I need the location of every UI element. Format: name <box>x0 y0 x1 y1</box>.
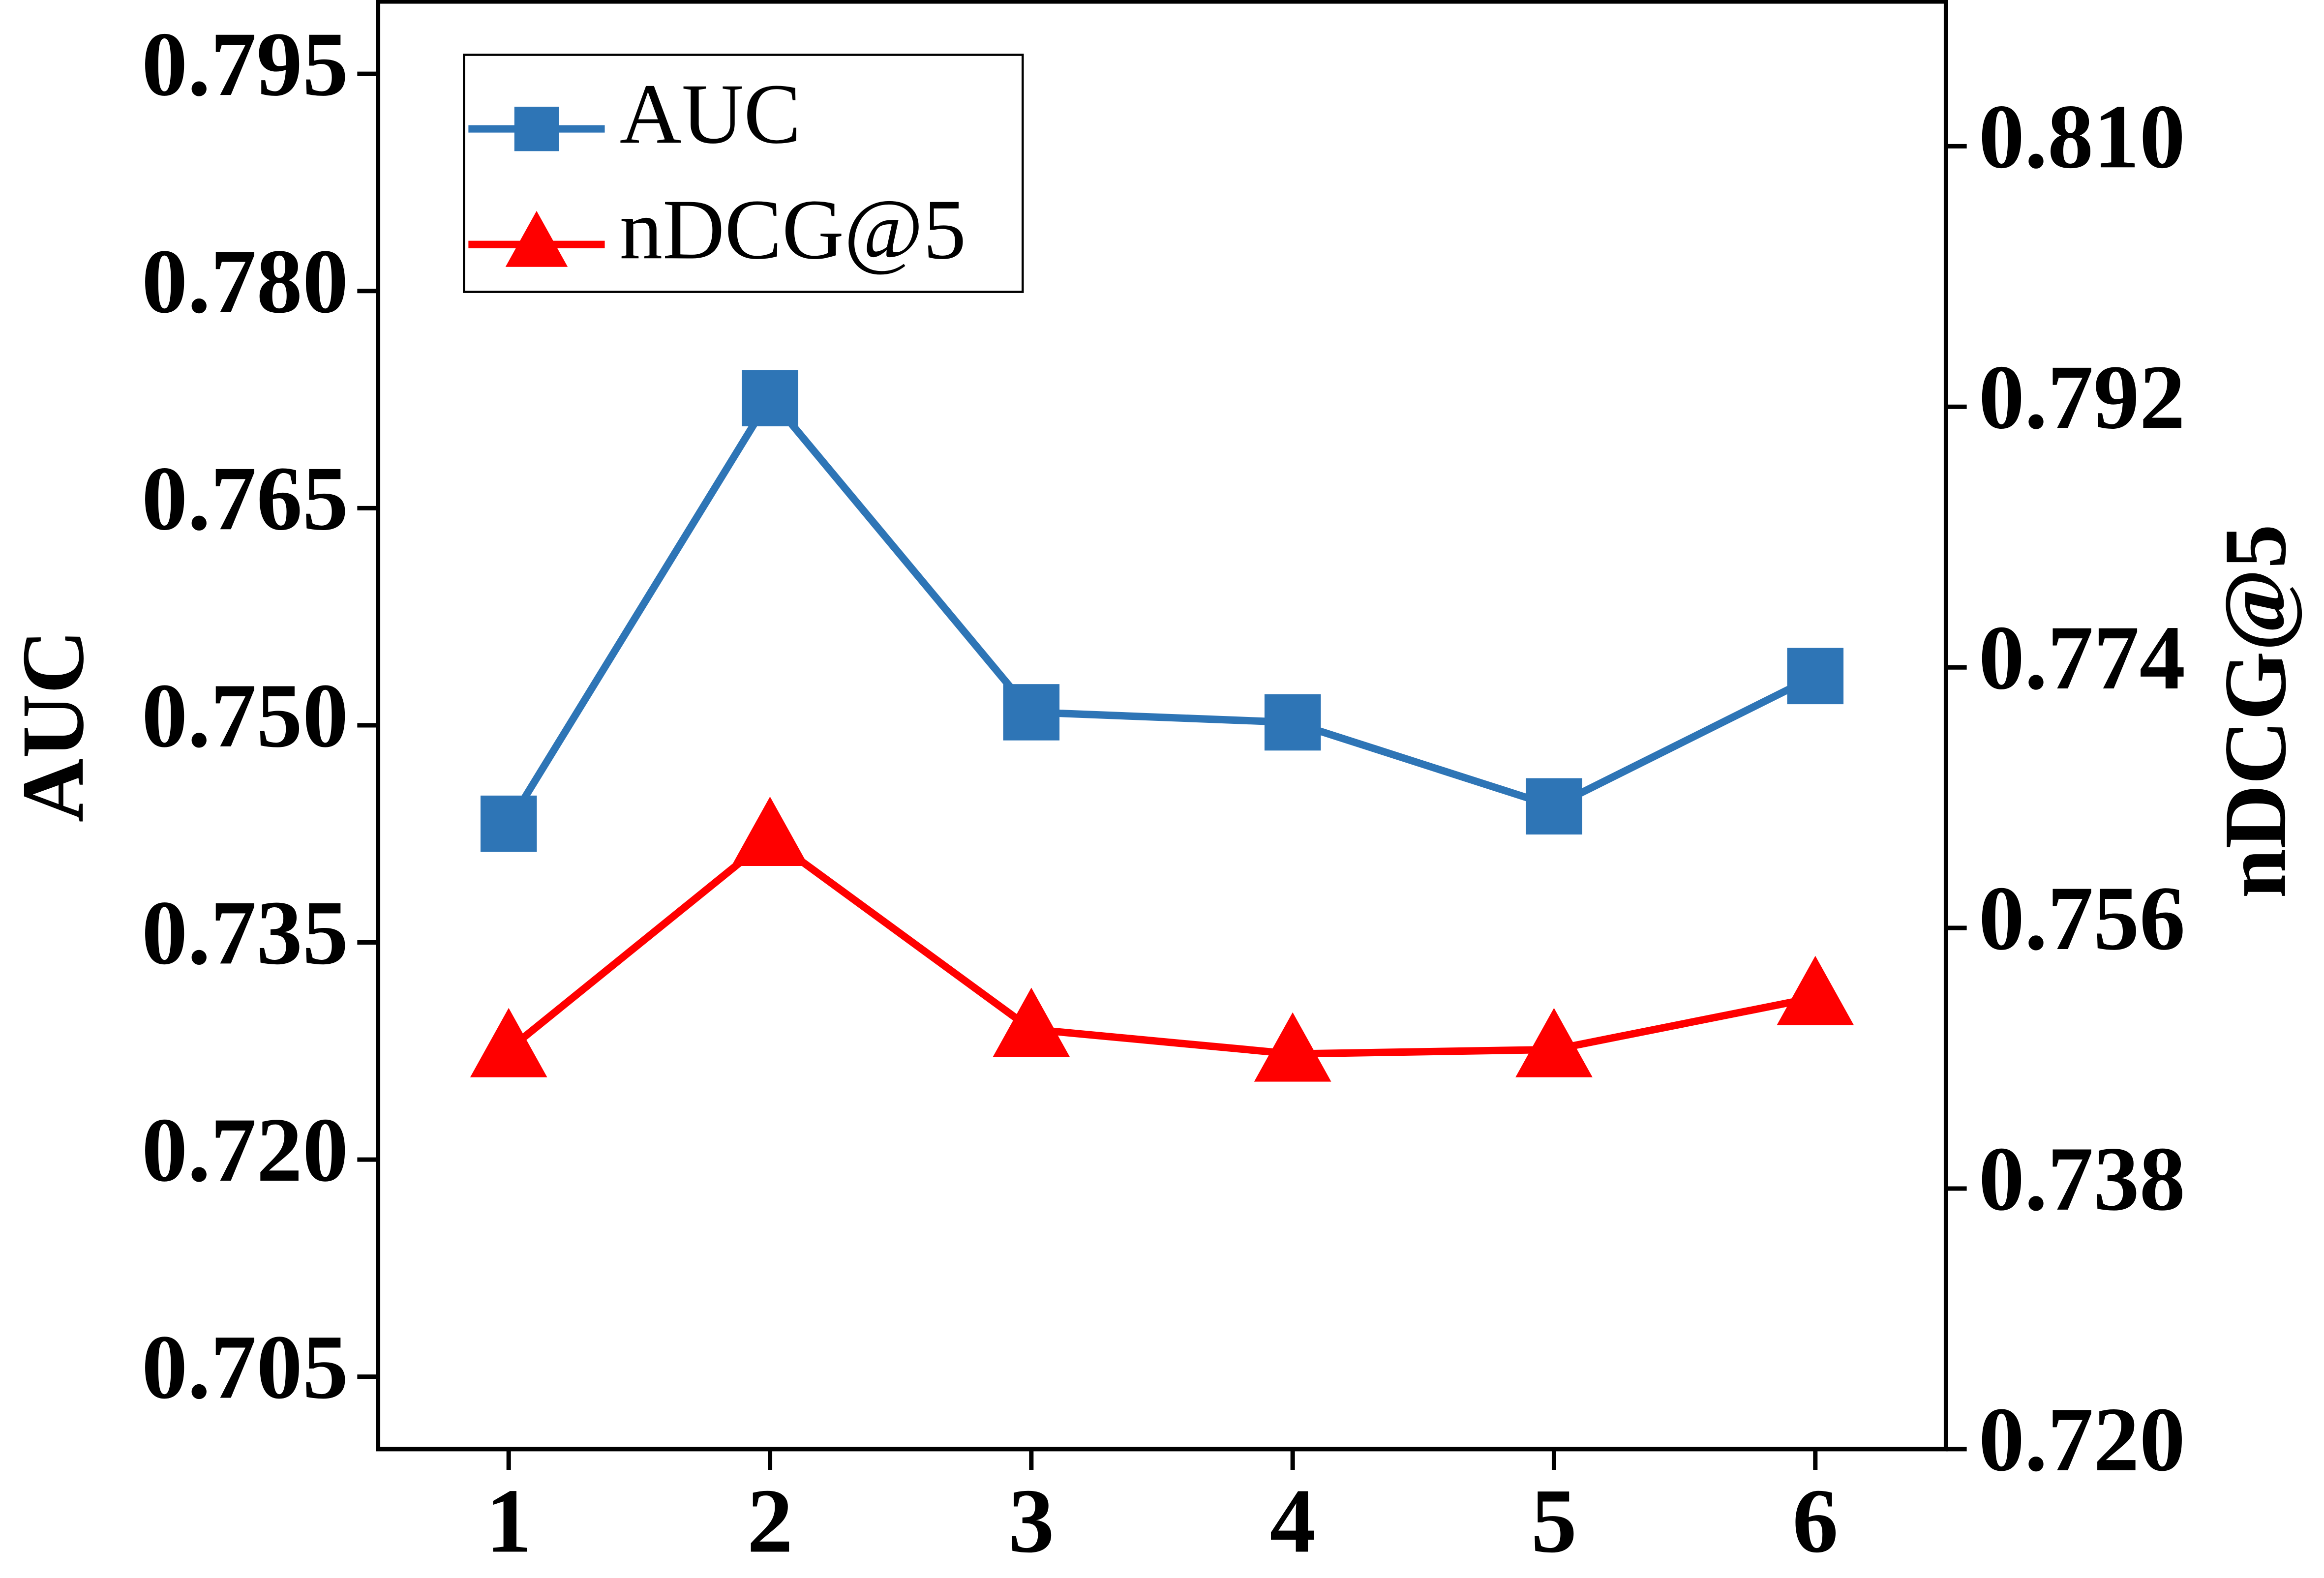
series-line <box>506 834 1816 1058</box>
data-point <box>731 796 809 866</box>
x-tick-label: 4 <box>1269 1470 1315 1572</box>
data-point <box>1003 684 1060 741</box>
y-tick-label: 0.735 <box>142 882 348 983</box>
data-point <box>480 795 537 852</box>
x-tick-label: 3 <box>1008 1470 1054 1572</box>
data-point <box>1526 778 1582 835</box>
data-point <box>1254 1012 1331 1082</box>
x-tick-label: 5 <box>1531 1470 1577 1572</box>
data-point <box>1264 694 1321 751</box>
legend-label: AUC <box>620 66 801 161</box>
y-tick-label: 0.795 <box>142 14 348 115</box>
y2-tick-label: 0.756 <box>1979 868 2185 969</box>
data-point <box>1777 955 1854 1025</box>
y-tick-label: 0.750 <box>142 665 348 767</box>
y-tick-label: 0.720 <box>142 1100 348 1201</box>
legend-label: nDCG@5 <box>620 181 966 277</box>
data-point <box>742 370 798 426</box>
y2-tick-label: 0.810 <box>1979 86 2185 187</box>
series-line <box>505 391 1817 826</box>
data-point <box>1515 1008 1593 1077</box>
y2-tick-label: 0.792 <box>1979 347 2185 448</box>
x-tick-label: 6 <box>1792 1470 1838 1572</box>
y2-axis-title: nDCG@5 <box>2206 524 2305 898</box>
y-tick-label: 0.780 <box>142 231 348 332</box>
y2-tick-label: 0.720 <box>1979 1389 2185 1490</box>
data-point <box>993 987 1070 1057</box>
y-tick-label: 0.705 <box>142 1317 348 1418</box>
y-tick-label: 0.765 <box>142 448 348 549</box>
data-point <box>470 1008 547 1077</box>
y2-tick-label: 0.774 <box>1979 607 2185 709</box>
legend-marker <box>514 106 559 151</box>
x-tick-label: 2 <box>747 1470 793 1572</box>
legend-marker <box>505 210 568 267</box>
data-point <box>1787 648 1844 705</box>
y-axis-title: AUC <box>4 630 102 823</box>
x-tick-label: 1 <box>486 1470 532 1572</box>
y2-tick-label: 0.738 <box>1979 1129 2185 1230</box>
